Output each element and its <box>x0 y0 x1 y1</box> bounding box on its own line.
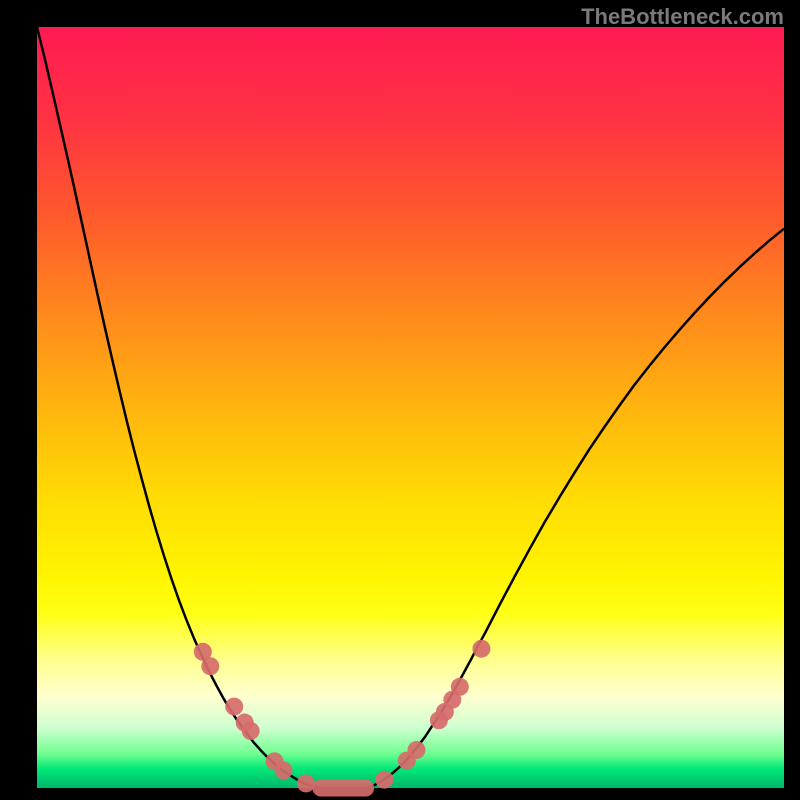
data-marker <box>201 657 219 675</box>
data-marker <box>451 678 469 696</box>
data-marker <box>242 722 260 740</box>
bottleneck-curve <box>37 27 784 788</box>
marker-group <box>194 640 491 797</box>
chart-svg <box>0 0 800 800</box>
data-marker <box>297 774 315 792</box>
data-marker-bottom <box>312 780 374 797</box>
data-marker <box>225 698 243 716</box>
data-marker <box>375 771 393 789</box>
data-marker <box>407 741 425 759</box>
data-marker <box>472 640 490 658</box>
data-marker <box>275 762 293 780</box>
